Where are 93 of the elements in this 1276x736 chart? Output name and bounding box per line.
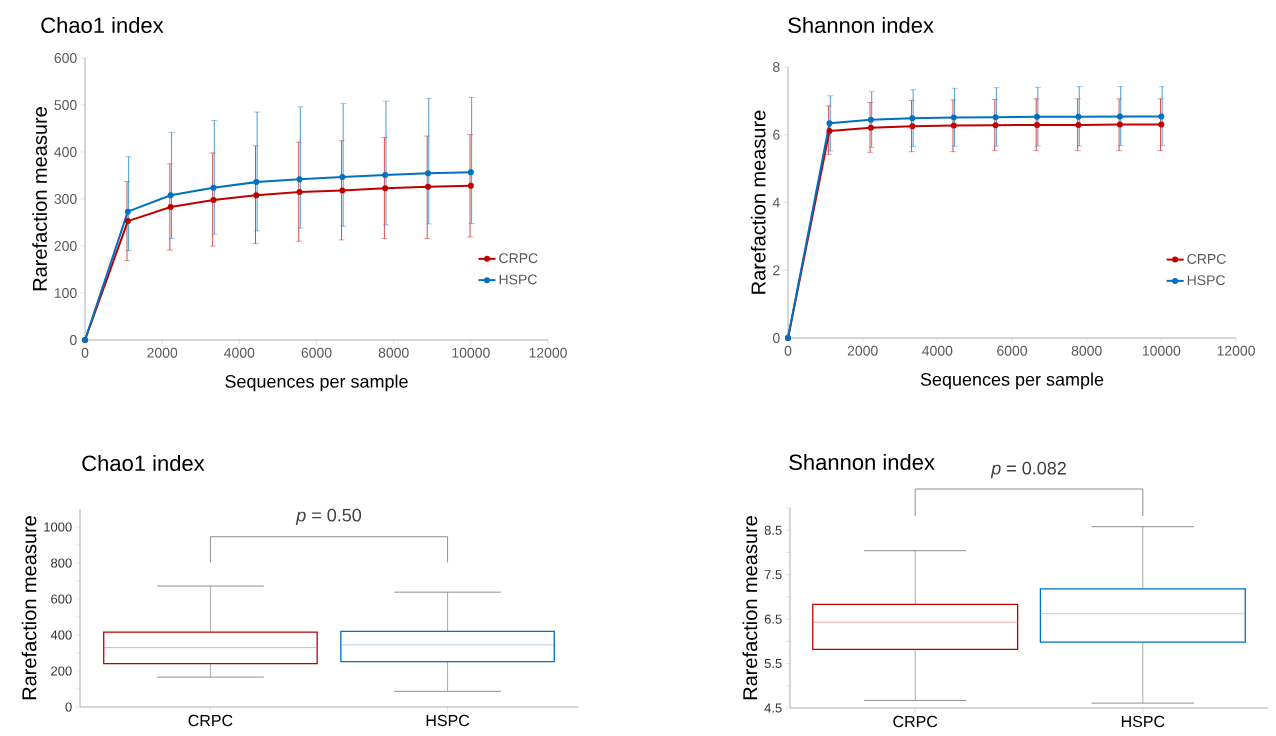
- point: [124, 208, 131, 215]
- y-tick-label: 0: [65, 702, 72, 712]
- point: [467, 169, 474, 176]
- point: [296, 188, 303, 195]
- point: [1158, 113, 1165, 120]
- y-tick-label: 200: [51, 666, 72, 676]
- point: [425, 170, 432, 177]
- point: [1034, 113, 1041, 120]
- y-tick-label: 600: [51, 594, 72, 604]
- point: [909, 115, 916, 122]
- x-tick-label: 10000: [1142, 345, 1181, 356]
- chart-title: Shannon index: [789, 453, 935, 471]
- y-axis-title: Rarefaction measure: [21, 516, 37, 700]
- point: [1034, 121, 1041, 128]
- text: p = 0.082: [990, 461, 1066, 479]
- x-tick-label: 8000: [1071, 345, 1102, 356]
- y-tick-label: 6.5: [764, 614, 782, 624]
- y-tick-label: 4.5: [764, 703, 782, 713]
- y-tick-label: 5.5: [764, 659, 782, 669]
- y-tick-label: 600: [54, 53, 77, 63]
- point: [339, 173, 346, 180]
- x-tick-label: 4000: [224, 347, 255, 358]
- y-tick-label: 300: [54, 194, 77, 204]
- point: [1075, 113, 1082, 120]
- x-tick-label: CRPC: [188, 714, 233, 727]
- y-tick-label: 800: [51, 558, 72, 568]
- x-tick-label: 0: [784, 345, 792, 356]
- y-tick-label: 0: [69, 335, 77, 345]
- chart-title: Chao1 index: [41, 16, 164, 34]
- y-tick-label: 8: [773, 62, 780, 72]
- x-axis-title: Sequences per sample: [225, 374, 408, 392]
- y-tick-label: 400: [50, 630, 72, 640]
- y-tick-label: 200: [54, 241, 77, 251]
- chart-title: Shannon index: [788, 16, 934, 34]
- y-tick-label: 500: [54, 100, 77, 110]
- x-tick-label: 4000: [922, 345, 953, 356]
- y-tick-label: 1000: [44, 522, 72, 532]
- y-tick-label: 0: [772, 333, 780, 343]
- point: [909, 123, 916, 130]
- point: [382, 172, 389, 179]
- x-tick-label: 10000: [452, 347, 490, 358]
- point: [467, 182, 474, 189]
- point: [1075, 121, 1082, 128]
- point: [950, 122, 957, 129]
- x-tick-label: CRPC: [893, 715, 938, 728]
- x-tick-label: 0: [81, 347, 89, 358]
- point: [1158, 121, 1165, 128]
- point: [826, 120, 833, 127]
- y-axis-title: Rarefaction measure: [32, 107, 47, 291]
- annotation: p = 0.50: [295, 508, 362, 526]
- y-tick-label: 100: [54, 288, 77, 298]
- x-tick-label: 6000: [997, 345, 1028, 356]
- x-tick-label: 12000: [1217, 345, 1255, 356]
- point: [867, 116, 874, 123]
- point: [167, 192, 174, 199]
- x-tick-label: 6000: [301, 347, 332, 358]
- point: [167, 203, 174, 210]
- point: [992, 114, 999, 121]
- point: [124, 218, 131, 225]
- y-tick-label: 2: [773, 265, 780, 276]
- point: [210, 196, 217, 203]
- y-tick-label: 7.5: [764, 570, 782, 580]
- point: [1116, 121, 1123, 128]
- point: [253, 192, 260, 199]
- x-tick-label: 2000: [147, 347, 178, 358]
- y-axis-title: Rarefaction measure: [750, 110, 766, 294]
- point: [950, 114, 957, 121]
- point: [253, 179, 260, 186]
- legend-label: HSPC: [499, 274, 537, 285]
- x-axis-title: Sequences per sample: [920, 372, 1104, 390]
- x-tick-label: HSPC: [1121, 715, 1165, 728]
- x-tick-label: HSPC: [426, 714, 470, 727]
- point: [382, 185, 389, 192]
- point: [1116, 113, 1123, 120]
- y-axis-title: Rarefaction measure: [742, 516, 758, 700]
- x-tick-label: 12000: [529, 347, 567, 358]
- point: [425, 183, 432, 190]
- point: [867, 124, 874, 131]
- x-tick-label: 8000: [378, 347, 409, 358]
- x-tick-label: 2000: [847, 345, 878, 356]
- point: [992, 122, 999, 129]
- point: [210, 184, 217, 191]
- legend-label: HSPC: [1187, 275, 1226, 286]
- y-tick-label: 8.5: [764, 525, 782, 535]
- y-tick-label: 6: [773, 129, 780, 140]
- y-tick-label: 400: [54, 147, 77, 157]
- point: [339, 187, 346, 194]
- chart-title: Chao1 index: [82, 454, 205, 472]
- legend-label: CRPC: [499, 253, 538, 264]
- point: [826, 128, 833, 135]
- y-tick-label: 4: [772, 197, 780, 208]
- legend-label: CRPC: [1187, 253, 1226, 264]
- point: [296, 176, 303, 183]
